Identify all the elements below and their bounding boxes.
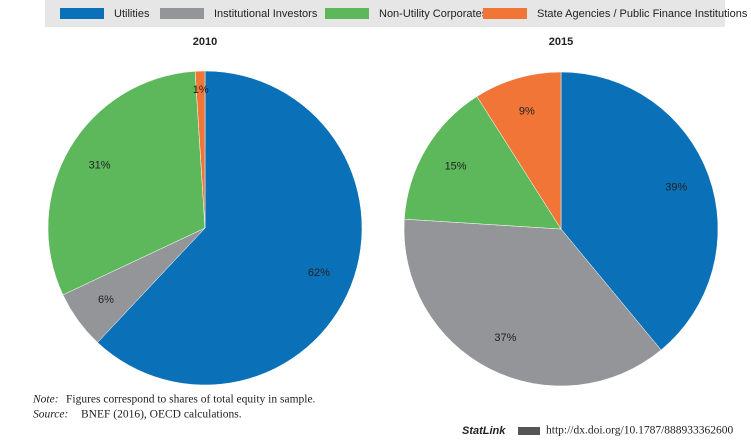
- data-label: 6%: [98, 294, 114, 306]
- legend-background: [45, 0, 725, 27]
- chart-title: 2015: [549, 36, 573, 48]
- data-label: 1%: [193, 84, 209, 96]
- pie-slice: [476, 71, 562, 230]
- pie-slice: [97, 70, 363, 386]
- pie-slice: [194, 70, 206, 229]
- pie-slice: [404, 96, 562, 230]
- statlink-url[interactable]: http://dx.doi.org/10.1787/888933362600: [546, 425, 734, 437]
- statlink-label: StatLink: [462, 425, 506, 437]
- statlink-icon: [518, 427, 540, 435]
- legend-label: State Agencies / Public Finance Institut…: [537, 8, 748, 20]
- legend-swatch: [325, 8, 369, 19]
- legend-label: Non-Utility Corporates: [379, 8, 488, 20]
- pie-slice: [403, 218, 662, 387]
- pie-slice: [560, 71, 719, 351]
- legend-swatch: [483, 8, 527, 19]
- data-label: 37%: [494, 332, 516, 344]
- legend-label: Utilities: [114, 8, 150, 20]
- note: Figures correspond to shares of total eq…: [66, 394, 316, 406]
- note-label: Note:: [32, 394, 59, 406]
- data-label: 15%: [445, 161, 467, 173]
- data-label: 62%: [308, 267, 330, 279]
- source-label: Source:: [33, 409, 68, 421]
- pie-slice: [47, 71, 206, 296]
- data-label: 9%: [519, 105, 535, 117]
- source: BNEF (2016), OECD calculations.: [81, 409, 242, 421]
- chart-title: 2010: [193, 36, 217, 48]
- data-label: 39%: [665, 181, 687, 193]
- data-label: 31%: [89, 160, 111, 172]
- legend-swatch: [160, 8, 204, 19]
- legend-label: Institutional Investors: [214, 8, 318, 20]
- legend-swatch: [60, 8, 104, 19]
